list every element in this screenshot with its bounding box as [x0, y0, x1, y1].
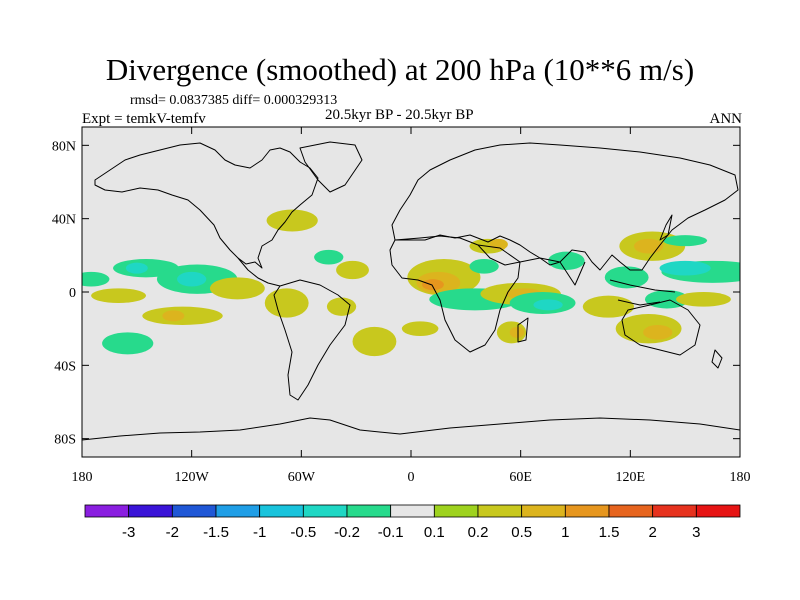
lon-tick-label: 0: [408, 470, 415, 485]
colorbar-swatch: [171, 504, 217, 518]
anomaly-region: [643, 325, 673, 340]
stats-line: rmsd= 0.0837385 diff= 0.000329313: [130, 93, 338, 108]
coastline-layer: [82, 141, 740, 441]
coast-arabia-india: [477, 244, 586, 286]
lon-tick-label: 120E: [616, 470, 646, 485]
coast-new-zealand: [711, 349, 723, 369]
lat-tick-label: 80S: [54, 433, 76, 448]
colorbar-swatch: [215, 504, 261, 518]
anomaly-layer: [82, 209, 740, 357]
anomaly-region: [401, 321, 439, 336]
coast-north-america: [94, 142, 319, 269]
coast-eurasia: [391, 142, 739, 271]
colorbar-label: 0.2: [468, 524, 489, 541]
plot-title: Divergence (smoothed) at 200 hPa (10**6 …: [105, 52, 695, 87]
coast-africa: [389, 235, 521, 353]
colorbar-swatch: [390, 504, 435, 518]
colorbar-swatch: [346, 504, 392, 518]
anomaly-region: [162, 310, 185, 322]
lon-tick-label: 60W: [288, 470, 316, 485]
lat-tick-label: 0: [69, 286, 76, 301]
colorbar-label: -2: [166, 524, 179, 541]
colorbar-swatch: [521, 504, 566, 518]
anomaly-region: [509, 326, 525, 338]
colorbar-label: -0.2: [334, 524, 360, 541]
anomaly-region: [314, 249, 344, 265]
coast-maritime-continent: [609, 279, 676, 306]
colorbar-swatch: [695, 504, 741, 518]
colorbar-swatch: [652, 504, 697, 518]
anomaly-region: [91, 288, 146, 303]
anomaly-region: [548, 251, 585, 270]
colorbar-swatch: [433, 504, 479, 518]
experiment-label: Expt = temkV-temfv: [82, 111, 206, 127]
longitude-ticks: 180 120W 60W 0 60E 120E 180: [72, 127, 751, 485]
anomaly-region: [266, 209, 318, 232]
colorbar-label: 2: [648, 524, 656, 541]
anomaly-region: [421, 279, 444, 291]
lon-tick-label: 60E: [509, 470, 532, 485]
colorbar-label: -0.1: [378, 524, 404, 541]
anomaly-region: [326, 297, 357, 316]
colorbar-label: 3: [692, 524, 700, 541]
colorbar-swatch: [84, 504, 130, 518]
anomaly-region: [177, 271, 207, 287]
anomaly-region: [125, 262, 148, 274]
coast-antarctica: [82, 417, 740, 441]
anomaly-region: [533, 299, 563, 311]
latitude-ticks: 80N 40N 0 40S 80S: [52, 139, 740, 448]
coast-greenland: [299, 141, 363, 193]
colorbar-swatch: [302, 504, 348, 518]
coast-madagascar: [517, 317, 529, 343]
colorbar-swatch: [564, 504, 610, 518]
anomaly-region: [582, 295, 634, 318]
coast-central-america: [237, 257, 281, 287]
anomaly-region: [82, 271, 110, 287]
colorbar-label: 1.5: [599, 524, 620, 541]
colorbar-swatch: [128, 504, 173, 518]
anomaly-region: [264, 288, 309, 318]
coast-australia: [621, 299, 701, 356]
lat-tick-label: 40N: [52, 213, 76, 228]
lon-tick-label: 180: [730, 470, 751, 485]
colorbar-label: -1: [253, 524, 266, 541]
lat-tick-label: 80N: [52, 139, 76, 154]
season-label: ANN: [709, 111, 743, 127]
anomaly-region: [676, 292, 731, 307]
lat-tick-label: 40S: [54, 359, 76, 374]
colorbar-label: 0.5: [511, 524, 532, 541]
colorbar: -3 -2 -1.5 -1 -0.5 -0.2 -0.1 0.1 0.2 0.5 1 1.5 2 3: [84, 504, 741, 541]
anomaly-region: [336, 260, 369, 280]
coast-japan: [659, 214, 673, 241]
anomaly-region: [659, 260, 711, 276]
colorbar-swatch: [477, 504, 523, 518]
colorbar-label: 0.1: [424, 524, 445, 541]
colorbar-label: 1: [561, 524, 569, 541]
anomaly-region: [209, 277, 265, 300]
colorbar-swatch: [259, 504, 304, 518]
anomaly-region: [102, 332, 154, 355]
anomaly-region: [352, 326, 397, 357]
lon-tick-label: 180: [72, 470, 93, 485]
coast-south-america: [273, 279, 351, 401]
map-panel: 80N 40N 0 40S 80S 180 120W 60W 0 60E 120E 180: [52, 126, 751, 485]
colorbar-label: -1.5: [203, 524, 229, 541]
colorbar-label: -0.5: [290, 524, 316, 541]
period-label: 20.5kyr BP - 20.5kyr BP: [325, 107, 474, 123]
anomaly-region: [604, 266, 649, 289]
colorbar-label: -3: [122, 524, 135, 541]
anomaly-region: [663, 235, 708, 247]
lon-tick-label: 120W: [175, 470, 210, 485]
colorbar-swatch: [608, 504, 654, 518]
anomaly-region: [469, 259, 499, 274]
